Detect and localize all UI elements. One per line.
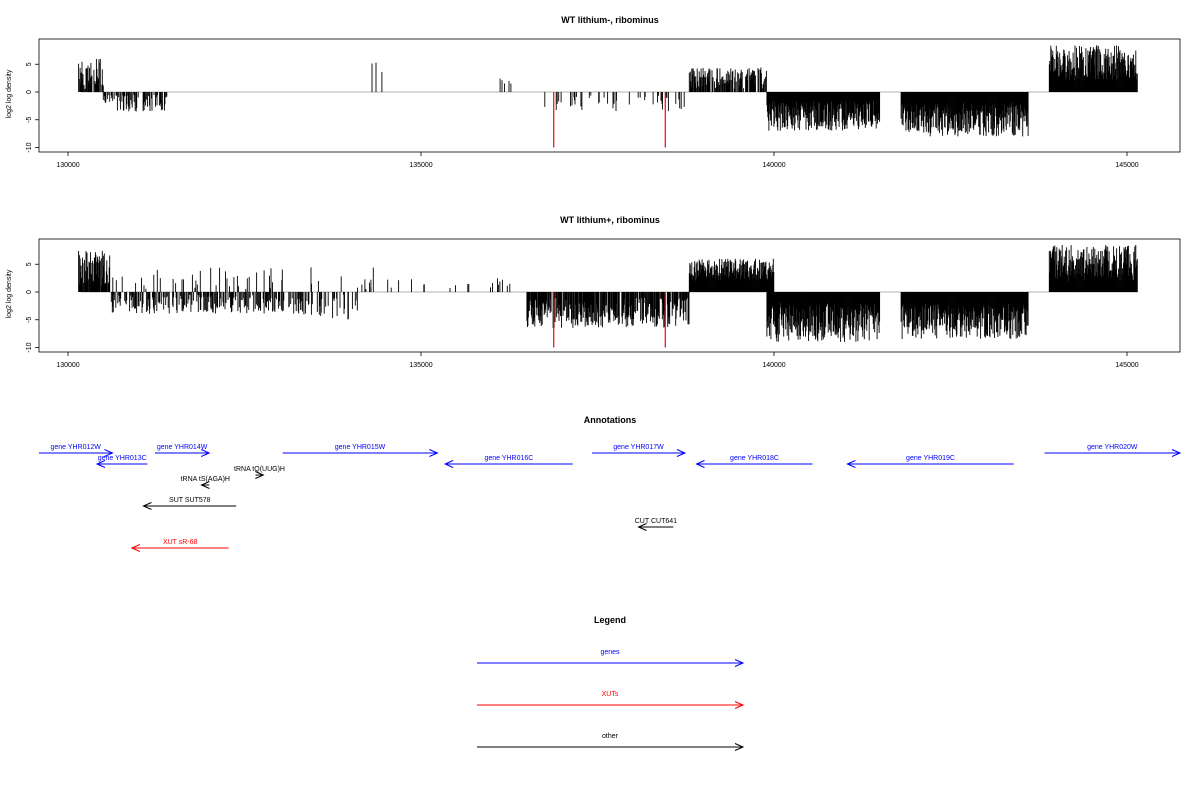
annotation-feature: gene YHR020W [1044, 444, 1182, 457]
legend-arrow [477, 743, 745, 751]
plot-frame [38, 38, 1181, 153]
feature-arrow [695, 460, 813, 468]
y-axis-label: log2 log density [6, 269, 13, 318]
legend-entry: other [477, 733, 745, 751]
feature-arrow [95, 460, 148, 468]
plot-frame [38, 238, 1181, 353]
y-axis-label: log2 log density [6, 69, 13, 118]
feature-label: CUT CUT641 [635, 518, 677, 525]
y-tick-label: 5 [26, 262, 33, 266]
x-tick-label: 135000 [409, 362, 432, 369]
y-axis: -10 -5 0 5 [26, 262, 39, 353]
feature-label: tRNA tQ(UUG)H [234, 466, 285, 473]
annotation-feature: tRNA tQ(UUG)H [234, 466, 285, 479]
annotation-feature: XUT sR-68 [130, 539, 229, 552]
x-axis: 130000 135000 140000 145000 [56, 352, 1139, 369]
annotation-features: gene YHR012W gene YHR013C gene YHR014W gene… [39, 444, 1182, 552]
feature-label: SUT SUT578 [169, 497, 211, 504]
x-tick-label: 140000 [762, 162, 785, 169]
feature-label: gene YHR017W [613, 444, 664, 451]
annotation-feature: gene YHR014W [155, 444, 211, 457]
annotation-feature: gene YHR015W [282, 444, 439, 457]
y-tick-label: 0 [26, 90, 33, 94]
legend-label: other [602, 733, 619, 740]
feature-label: gene YHR020W [1087, 444, 1138, 451]
legend-label: genes [600, 649, 620, 656]
annotation-feature: gene YHR019C [846, 455, 1014, 468]
feature-label: gene YHR018C [730, 455, 779, 462]
feature-label: gene YHR012W [50, 444, 101, 451]
legend-arrow [477, 659, 745, 667]
x-tick-label: 130000 [56, 362, 79, 369]
x-tick-label: 140000 [762, 362, 785, 369]
feature-arrow [130, 544, 229, 552]
y-tick-label: 5 [26, 62, 33, 66]
track-title: WT lithium+, ribominus [560, 215, 660, 225]
coverage-bars [78, 45, 1138, 148]
x-tick-label: 135000 [409, 162, 432, 169]
annotations-title: Annotations [584, 415, 637, 425]
feature-label: gene YHR015W [335, 444, 386, 451]
track-panel-lithium-minus: WT lithium-, ribominus log2 log density … [6, 15, 1181, 169]
feature-arrow [155, 449, 211, 457]
y-tick-label: -5 [26, 317, 33, 323]
x-axis: 130000 135000 140000 145000 [56, 152, 1139, 169]
feature-label: tRNA tS(AGA)H [181, 476, 230, 483]
x-tick-label: 130000 [56, 162, 79, 169]
feature-arrow [282, 449, 439, 457]
legend-entry: genes [477, 649, 745, 667]
annotation-feature: gene YHR012W [39, 444, 114, 457]
legend-entries: genes XUTs other [477, 649, 745, 751]
feature-label: gene YHR014W [157, 444, 208, 451]
legend-entry: XUTs [477, 691, 745, 709]
feature-label: XUT sR-68 [163, 539, 198, 546]
feature-arrow [637, 523, 674, 531]
annotation-feature: SUT SUT578 [142, 497, 237, 510]
legend-label: XUTs [602, 691, 619, 698]
feature-label: gene YHR016C [484, 455, 533, 462]
y-tick-label: -10 [26, 142, 33, 152]
feature-arrow [443, 460, 573, 468]
legend-title: Legend [594, 615, 626, 625]
feature-arrow [142, 502, 237, 510]
track-title: WT lithium-, ribominus [561, 15, 659, 25]
feature-arrow [200, 481, 210, 489]
x-tick-label: 145000 [1115, 162, 1138, 169]
annotation-feature: gene YHR013C [95, 455, 148, 468]
track-panel-lithium-plus: WT lithium+, ribominus log2 log density … [6, 215, 1181, 369]
feature-arrow [1044, 449, 1182, 457]
legend-panel: Legend genes XUTs other [477, 615, 745, 751]
feature-arrow [592, 449, 687, 457]
y-axis: -10 -5 0 5 [26, 62, 39, 153]
feature-label: gene YHR019C [906, 455, 955, 462]
y-tick-label: -10 [26, 342, 33, 352]
feature-arrow [39, 449, 114, 457]
annotation-feature: tRNA tS(AGA)H [181, 476, 230, 489]
legend-arrow [477, 701, 745, 709]
y-tick-label: -5 [26, 117, 33, 123]
coverage-bars [78, 244, 1138, 348]
feature-arrow [846, 460, 1014, 468]
feature-label: gene YHR013C [98, 455, 147, 462]
feature-arrow [255, 471, 265, 479]
annotation-feature: gene YHR016C [443, 455, 573, 468]
annotation-feature: CUT CUT641 [635, 518, 677, 531]
annotation-feature: gene YHR018C [695, 455, 813, 468]
annotation-feature: gene YHR017W [592, 444, 687, 457]
x-tick-label: 145000 [1115, 362, 1138, 369]
y-tick-label: 0 [26, 290, 33, 294]
